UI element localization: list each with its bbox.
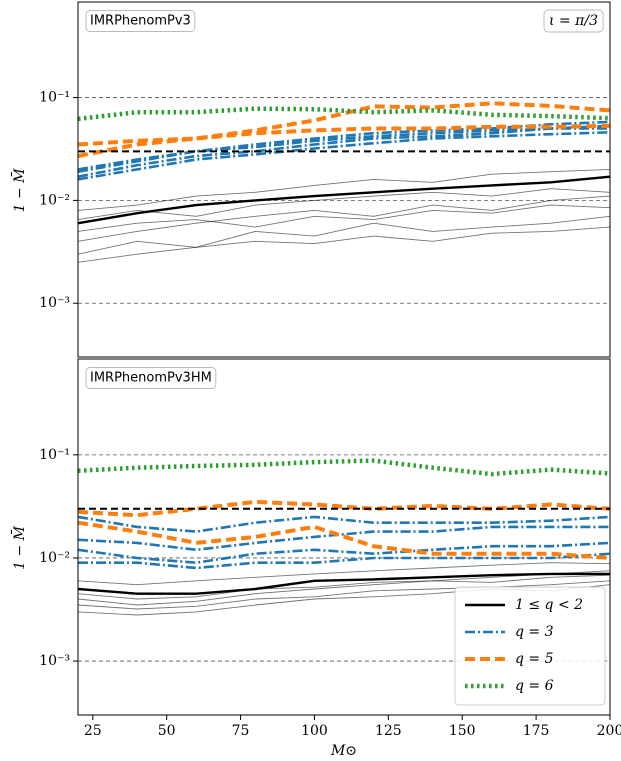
x-tick-label: 100: [301, 723, 328, 739]
plot-lines: [78, 458, 610, 616]
axes-frame: [77, 1, 611, 358]
series-line: [78, 195, 610, 242]
series-line: [78, 127, 610, 178]
legend-label: q = 3: [515, 624, 554, 640]
x-tick-label: 150: [449, 723, 476, 739]
y-axis-label: 1 − M̄: [10, 168, 28, 213]
series-line: [78, 520, 610, 560]
y-tick-label: 10⁻²: [39, 550, 70, 566]
series-line: [78, 574, 610, 606]
y-tick-label: 10⁻¹: [39, 90, 70, 106]
series-line: [78, 168, 610, 211]
x-tick-label: 75: [232, 723, 250, 739]
series-line: [78, 458, 610, 477]
x-axis-label: M⊙: [330, 743, 357, 759]
series-line: [78, 552, 610, 570]
y-tick-label: 10⁻³: [39, 295, 70, 311]
panel-label-box: [85, 367, 217, 389]
legend-label: q = 5: [515, 651, 554, 667]
series-line: [78, 580, 610, 610]
series-line: [78, 120, 610, 171]
x-tick-label: 200: [597, 723, 621, 739]
y-tick-label: 10⁻¹: [39, 447, 70, 463]
panel-label: IMRPhenomPv3: [90, 14, 191, 29]
legend-label: q = 6: [515, 678, 554, 694]
series-line: [78, 515, 610, 533]
legend-box: [454, 586, 606, 706]
panel-label-right: ι = π/3: [549, 13, 598, 29]
y-axis-label: 1 − M̄: [10, 525, 28, 570]
series-line: [78, 188, 610, 221]
series-line: [78, 499, 610, 518]
series-line: [78, 562, 610, 586]
y-tick-label: 10⁻³: [39, 653, 70, 669]
axes-frame: [77, 358, 611, 716]
y-tick-label: 10⁻²: [39, 192, 70, 208]
series-line: [78, 131, 610, 181]
series-line: [78, 226, 610, 263]
series-line: [78, 215, 610, 255]
panel-label-box: [85, 10, 196, 32]
series-line: [78, 204, 610, 232]
x-tick-label: 50: [158, 723, 176, 739]
plot-lines: [78, 101, 610, 263]
series-line: [78, 124, 610, 173]
x-tick-label: 125: [375, 723, 402, 739]
panel-label: IMRPhenomPv3HM: [90, 371, 212, 386]
panel-label-box: [543, 9, 604, 33]
x-tick-label: 175: [523, 723, 550, 739]
series-line: [78, 572, 610, 595]
series-line: [78, 106, 610, 122]
x-tick-label: 25: [84, 723, 102, 739]
series-line: [78, 541, 610, 565]
series-line: [78, 175, 610, 225]
legend-label: 1 ≤ q < 2: [515, 597, 583, 613]
